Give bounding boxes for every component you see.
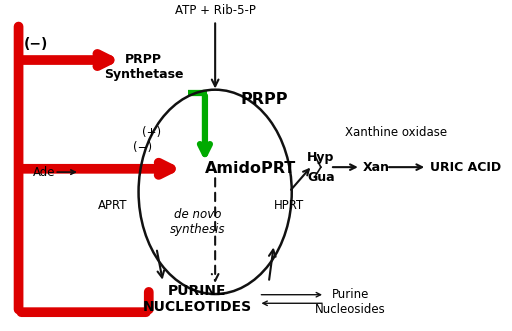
Text: Ade: Ade	[33, 166, 55, 179]
Text: (−): (−)	[24, 36, 49, 51]
Text: (−): (−)	[133, 141, 152, 154]
Text: Gua: Gua	[307, 170, 335, 183]
Text: HPRT: HPRT	[274, 199, 304, 212]
Text: PRPP: PRPP	[241, 92, 288, 107]
Text: Xan: Xan	[362, 161, 390, 174]
Text: (+): (+)	[142, 126, 161, 139]
Text: APRT: APRT	[98, 199, 128, 212]
Text: PURINE
NUCLEOTIDES: PURINE NUCLEOTIDES	[143, 284, 252, 314]
Text: URIC ACID: URIC ACID	[430, 161, 501, 174]
Text: PRPP
Synthetase: PRPP Synthetase	[104, 53, 183, 81]
Text: AmidoPRT: AmidoPRT	[205, 161, 296, 176]
Text: Purine
Nucleosides: Purine Nucleosides	[315, 288, 386, 316]
Text: ATP + Rib-5-P: ATP + Rib-5-P	[175, 4, 255, 17]
Text: Hyp: Hyp	[307, 151, 334, 164]
Text: Xanthine oxidase: Xanthine oxidase	[346, 126, 447, 139]
Text: de novo
synthesis: de novo synthesis	[169, 208, 225, 236]
